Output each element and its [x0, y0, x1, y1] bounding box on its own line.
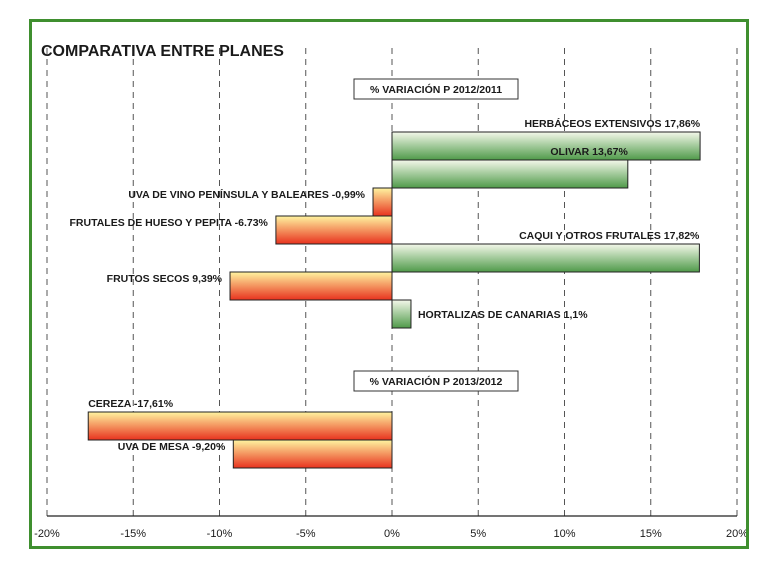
- bar-label: OLIVAR 13,67%: [550, 146, 628, 158]
- x-tick-label: -20%: [34, 528, 60, 540]
- chart-frame: -20% -15% -10% -5% 0% 5% 10% 15% 20% % VARIACIÓN …: [29, 19, 749, 549]
- bar: [391, 243, 700, 273]
- x-tick-label: 15%: [640, 528, 662, 540]
- bar-label: UVA DE VINO PENÍNSULA Y BALEARES -0,99%: [128, 188, 365, 201]
- section-header-label: % VARIACIÓN P 2013/2012: [370, 375, 503, 388]
- section-header-box: [353, 78, 519, 100]
- x-tick-label: -15%: [120, 528, 146, 540]
- section-header-label: % VARIACIÓN P 2012/2011: [370, 83, 502, 96]
- bar-label: FRUTALES DE HUESO Y PEPITA -6.73%: [70, 217, 269, 229]
- bar: [232, 439, 393, 469]
- bar: [391, 299, 412, 329]
- bar: [87, 411, 393, 441]
- bar-label: CEREZA -17,61%: [88, 398, 173, 410]
- label-layer: -20% -15% -10% -5% 0% 5% 10% 15% 20% % VARIACIÓN …: [34, 78, 748, 540]
- x-tick-label: 10%: [553, 528, 575, 540]
- x-tick-label: 20%: [726, 528, 746, 540]
- x-tick-label: 5%: [470, 528, 486, 540]
- bar-label: HERBÁCEOS EXTENSIVOS 17,86%: [524, 117, 700, 130]
- bar-label: FRUTOS SECOS 9,39%: [107, 273, 223, 285]
- section-header-box: [353, 370, 519, 392]
- bar-label: CAQUI Y OTROS FRUTALES 17,82%: [519, 230, 700, 242]
- bar: [391, 159, 629, 189]
- bar: [229, 271, 393, 301]
- x-tick-label: 0%: [384, 528, 400, 540]
- x-tick-label: -10%: [207, 528, 233, 540]
- bar-label: HORTALIZAS DE CANARIAS 1,1%: [418, 309, 588, 321]
- x-tick-label: -5%: [296, 528, 316, 540]
- bar-label: UVA DE MESA -9,20%: [118, 441, 226, 453]
- chart-title: COMPARATIVA ENTRE PLANES: [41, 43, 284, 60]
- bar-layer: [87, 131, 701, 469]
- bar: [391, 131, 701, 161]
- bar: [275, 215, 393, 245]
- chart-svg: -20% -15% -10% -5% 0% 5% 10% 15% 20% % VARIACIÓN …: [34, 43, 748, 540]
- bar: [372, 187, 393, 217]
